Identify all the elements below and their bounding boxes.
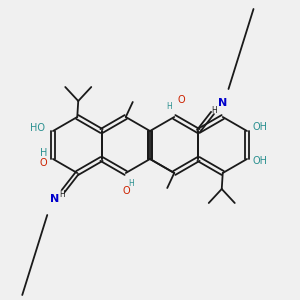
Text: N: N [218,98,227,108]
Text: OH: OH [253,156,268,166]
Text: HO: HO [30,123,45,133]
Text: H: H [40,148,47,158]
Text: H: H [167,102,172,111]
Text: N: N [50,194,59,204]
Text: O: O [177,95,185,105]
Text: O: O [123,186,130,196]
Text: O: O [39,158,47,168]
Text: H: H [128,179,134,188]
Text: H: H [212,106,217,115]
Text: OH: OH [253,122,268,132]
Text: H: H [59,190,65,199]
